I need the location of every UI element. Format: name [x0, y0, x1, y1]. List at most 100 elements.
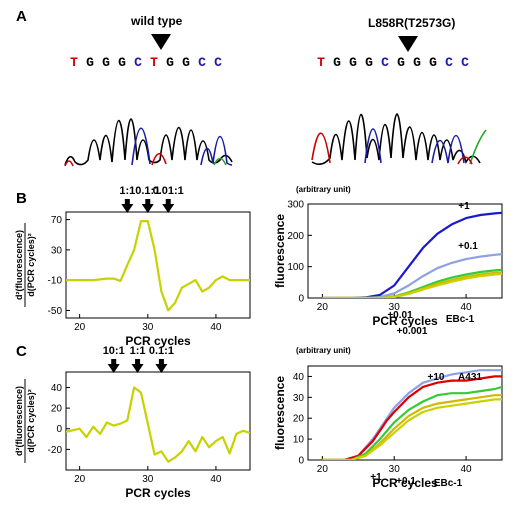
mutant-base: T — [317, 55, 325, 70]
ratio-arrow: 1:1 — [130, 345, 146, 373]
y-tick-label: 100 — [287, 262, 304, 273]
y-tick-label: 70 — [51, 215, 63, 226]
y-label-numerator: d²(fluorescence) — [14, 386, 24, 456]
ratio-arrow-label: 10:1 — [103, 345, 125, 357]
wild-type-base: G — [166, 55, 174, 70]
panel-b-letter: B — [16, 190, 27, 207]
arrow-shaft — [165, 199, 171, 205]
plot-frame — [307, 203, 503, 299]
series-label: +1 — [458, 201, 470, 212]
x-axis-label: PCR cycles — [125, 334, 191, 348]
y-label-numerator: d²(fluorescence) — [14, 230, 24, 300]
y-tick-label: 40 — [293, 372, 305, 383]
wild-type-chromatogram — [64, 118, 233, 167]
mutation-arrow-icon — [398, 36, 418, 52]
ratio-arrow-label: 1:1 — [119, 185, 135, 197]
series-label: +10 — [428, 372, 445, 383]
chart-c-left: 20 30 40 40 20 0 -20 PCR cycles d²(fluorescence)… — [14, 345, 251, 500]
y-tick-label: 30 — [51, 245, 63, 256]
y-tick-label: 300 — [287, 200, 304, 211]
x-tick-label: 30 — [142, 322, 154, 333]
y-axis-label: d²(fluorescence) d(PCR cycles)² — [14, 223, 36, 307]
series-line-EBc1 — [322, 398, 502, 460]
arrow-shaft — [111, 359, 117, 365]
y-axis-label: fluorescence — [273, 376, 287, 450]
y-tick-label: 0 — [298, 456, 304, 467]
mutant-base: G — [413, 55, 421, 70]
wild-type-base: T — [70, 55, 78, 70]
mutant-base: C — [461, 55, 469, 70]
series-line — [66, 386, 250, 463]
series-line-1 — [322, 211, 502, 298]
y-tick-label: 20 — [293, 414, 305, 425]
series-line — [66, 220, 250, 312]
panel-c-letter: C — [16, 343, 27, 360]
series-label: +0.01 — [387, 310, 413, 321]
plot-frame — [307, 365, 503, 461]
plot-frame — [65, 371, 251, 471]
arrow-shaft — [135, 359, 141, 365]
x-tick-label: 30 — [389, 302, 401, 313]
chart-c-right: 20 30 40 0 10 20 30 40 PCR cycles fluorescence (ar… — [273, 346, 503, 490]
panel-a-letter: A — [16, 8, 27, 25]
y-tick-label: -10 — [48, 276, 63, 287]
mutant-chromatogram — [311, 113, 487, 166]
series-line-1 — [322, 385, 502, 460]
arrow-shaft — [124, 199, 130, 205]
wild-type-base: T — [150, 55, 158, 70]
unit-note: (arbitrary unit) — [296, 346, 351, 355]
x-tick-label: 30 — [142, 474, 154, 485]
chart-b-right: 20 30 40 0 100 200 300 PCR cycles fluorescence (a… — [273, 185, 503, 337]
y-tick-label: -50 — [48, 306, 63, 317]
mutation-label: L858R(T2573G) — [368, 16, 456, 30]
arrow-shaft — [158, 359, 164, 365]
mutant-base: G — [397, 55, 405, 70]
y-tick-label: 10 — [293, 435, 305, 446]
mutant-base: G — [333, 55, 341, 70]
down-arrow-icon — [155, 364, 168, 373]
wild-type-base: C — [214, 55, 222, 70]
y-tick-label: 30 — [293, 393, 305, 404]
ratio-arrow: 1:1 — [119, 185, 135, 213]
mutant-base: G — [429, 55, 437, 70]
y-tick-label: 0 — [56, 424, 62, 435]
x-axis-label: PCR cycles — [125, 486, 191, 500]
down-arrow-icon — [121, 204, 134, 213]
x-tick-label: 40 — [461, 302, 473, 313]
mutant-base: C — [445, 55, 453, 70]
unit-note: (arbitrary unit) — [296, 185, 351, 194]
down-arrow-icon — [162, 204, 175, 213]
y-label-denominator: d(PCR cycles)² — [26, 233, 36, 297]
mutant-base: G — [365, 55, 373, 70]
x-tick-label: 20 — [317, 302, 329, 313]
ratio-arrow: 10:1 — [103, 345, 125, 373]
chart-b-left: 20 30 40 70 30 -10 -50 PCR cycles d²(fluorescenc… — [14, 185, 251, 348]
series-line-EBc1 — [322, 272, 502, 298]
x-tick-label: 20 — [74, 474, 86, 485]
wild-type-base: G — [86, 55, 94, 70]
y-tick-label: -20 — [48, 445, 63, 456]
mutant-base: G — [349, 55, 357, 70]
y-tick-label: 200 — [287, 231, 304, 242]
plot-frame — [65, 211, 251, 319]
x-tick-label: 40 — [210, 474, 222, 485]
mutant-base: C — [381, 55, 389, 70]
y-tick-label: 0 — [298, 294, 304, 305]
wild-type-base: C — [198, 55, 206, 70]
y-axis-label: d²(fluorescence) d(PCR cycles)² — [14, 379, 36, 463]
series-label: +0.1 — [396, 476, 416, 487]
x-tick-label: 30 — [389, 464, 401, 475]
x-axis-label: PCR cycles — [372, 476, 438, 490]
series-line-A431 — [322, 375, 502, 460]
series-label: +0.001 — [397, 326, 428, 337]
x-tick-label: 40 — [210, 322, 222, 333]
wild-type-base: G — [102, 55, 110, 70]
x-tick-label: 20 — [317, 464, 329, 475]
x-tick-label: 20 — [74, 322, 86, 333]
series-label: +1 — [370, 472, 382, 483]
y-label-denominator: d(PCR cycles)² — [26, 389, 36, 453]
series-label: +0.1 — [458, 241, 478, 252]
